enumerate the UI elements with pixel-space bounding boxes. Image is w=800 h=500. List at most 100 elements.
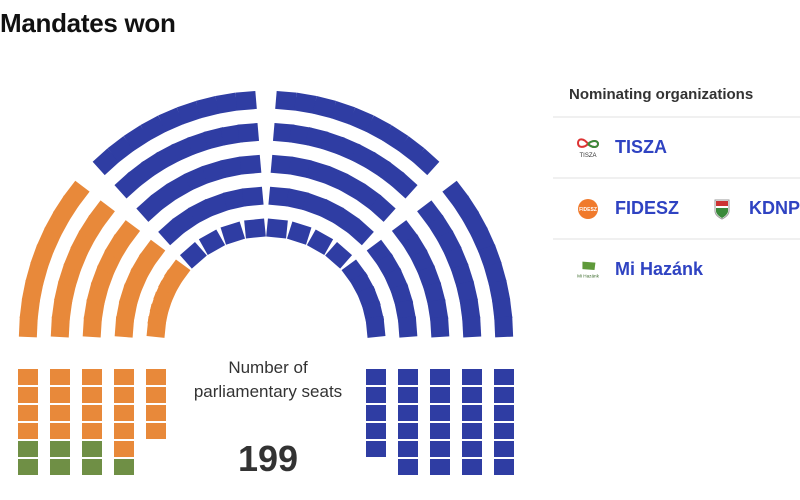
- seat-tisza: [390, 171, 418, 199]
- seat-fidesz-kdnp: [50, 316, 70, 338]
- legend-label-tisza: TISZA: [615, 137, 667, 157]
- seat-fidesz-kdnp: [18, 369, 38, 385]
- legend-item-fidesz[interactable]: FIDESZ FIDESZ: [575, 196, 679, 222]
- seat-tisza: [158, 107, 184, 132]
- fidesz-logo-icon: FIDESZ: [575, 196, 601, 222]
- seat-fidesz-kdnp: [82, 423, 102, 439]
- seat-tisza: [239, 154, 262, 175]
- seat-tisza: [201, 160, 227, 184]
- seat-tisza: [285, 188, 309, 211]
- seat-tisza: [494, 316, 514, 338]
- seat-tisza: [494, 423, 514, 439]
- seat-mi-haz-nk: [18, 459, 38, 475]
- seat-mi-haz-nk: [18, 441, 38, 457]
- seat-fidesz-kdnp: [50, 387, 70, 403]
- seat-tisza: [365, 316, 386, 338]
- seat-fidesz-kdnp: [21, 279, 44, 303]
- seat-tisza: [462, 459, 482, 475]
- seat-tisza: [312, 96, 337, 119]
- seat-tisza: [107, 136, 135, 163]
- seat-tisza: [398, 405, 418, 421]
- seat-tisza: [270, 154, 293, 175]
- seat-fidesz-kdnp: [19, 298, 40, 321]
- seat-fidesz-kdnp: [18, 423, 38, 439]
- seat-tisza: [205, 192, 231, 217]
- seat-tisza: [325, 241, 353, 269]
- seat-mi-haz-nk: [50, 441, 70, 457]
- seat-fidesz-kdnp: [114, 423, 134, 439]
- seat-tisza: [430, 387, 450, 403]
- kdnp-logo-icon: [709, 196, 735, 222]
- seat-fidesz-kdnp: [113, 220, 141, 247]
- seat-tisza: [275, 90, 297, 111]
- seats-total: 199: [237, 438, 299, 479]
- seat-tisza: [483, 261, 507, 287]
- seat-fidesz-kdnp: [114, 387, 134, 403]
- seat-fidesz-kdnp: [82, 405, 102, 421]
- legend-label-mi-hazank: Mi Hazánk: [615, 259, 704, 279]
- legend-item-tisza[interactable]: TISZA TISZA: [575, 135, 667, 161]
- seat-fidesz-kdnp: [138, 239, 166, 267]
- seat-tisza: [397, 316, 418, 338]
- seat-tisza: [398, 459, 418, 475]
- seat-fidesz-kdnp: [50, 405, 70, 421]
- seat-fidesz-kdnp: [114, 369, 134, 385]
- seat-tisza: [494, 405, 514, 421]
- seat-tisza: [123, 125, 151, 152]
- seat-fidesz-kdnp: [146, 423, 166, 439]
- mi-hazank-logo-icon: Mi Hazánk: [575, 257, 601, 283]
- seat-tisza: [488, 279, 511, 303]
- seat-tisza: [366, 441, 386, 457]
- seat-tisza: [306, 229, 334, 255]
- seat-tisza: [477, 244, 502, 270]
- seat-tisza: [366, 405, 386, 421]
- seat-tisza: [430, 459, 450, 475]
- seat-tisza: [494, 459, 514, 475]
- seat-tisza: [430, 316, 450, 338]
- legend: Nominating organizations TISZA TISZA FID…: [553, 70, 800, 299]
- seat-fidesz-kdnp: [114, 441, 134, 457]
- seat-mi-haz-nk: [50, 459, 70, 475]
- seat-tisza: [366, 423, 386, 439]
- seat-tisza: [381, 125, 409, 152]
- seat-tisza: [198, 229, 226, 255]
- seat-tisza: [365, 115, 392, 141]
- chart-title: Mandates won: [0, 8, 176, 38]
- legend-row-fidesz-kdnp: FIDESZ FIDESZ KDNP: [553, 179, 800, 240]
- seat-tisza: [430, 423, 450, 439]
- seat-tisza: [195, 96, 220, 119]
- legend-item-mi-hazank[interactable]: Mi Hazánk Mi Hazánk: [575, 257, 703, 283]
- seat-tisza: [368, 195, 396, 222]
- seat-tisza: [430, 405, 450, 421]
- seat-tisza: [286, 221, 312, 245]
- seats-label: Number of parliamentary seats: [193, 358, 343, 401]
- seat-tisza: [179, 241, 207, 269]
- seat-tisza: [423, 281, 446, 306]
- seat-mi-haz-nk: [114, 459, 134, 475]
- seat-tisza: [268, 186, 290, 207]
- seat-tisza: [459, 298, 481, 321]
- legend-row-tisza: TISZA TISZA: [553, 118, 800, 179]
- seat-fidesz-kdnp: [18, 316, 38, 338]
- seat-tisza: [244, 218, 266, 239]
- seat-tisza: [305, 160, 331, 184]
- seat-tisza: [430, 441, 450, 457]
- seat-mi-haz-nk: [82, 441, 102, 457]
- seat-fidesz-kdnp: [82, 387, 102, 403]
- parliament-chart: [18, 90, 514, 475]
- seat-tisza: [462, 369, 482, 385]
- seat-tisza: [450, 263, 474, 288]
- seat-tisza: [183, 166, 210, 191]
- seat-mi-haz-nk: [82, 459, 102, 475]
- seat-tisza: [462, 387, 482, 403]
- seat-tisza: [492, 298, 513, 321]
- seat-fidesz-kdnp: [50, 423, 70, 439]
- seat-tisza: [330, 100, 356, 125]
- seat-tisza: [412, 148, 440, 176]
- seat-fidesz-kdnp: [114, 405, 134, 421]
- legend-item-kdnp[interactable]: KDNP: [709, 196, 800, 222]
- seat-tisza: [235, 90, 257, 111]
- seat-fidesz-kdnp: [50, 369, 70, 385]
- seat-fidesz-kdnp: [25, 261, 49, 287]
- seat-tisza: [215, 92, 239, 114]
